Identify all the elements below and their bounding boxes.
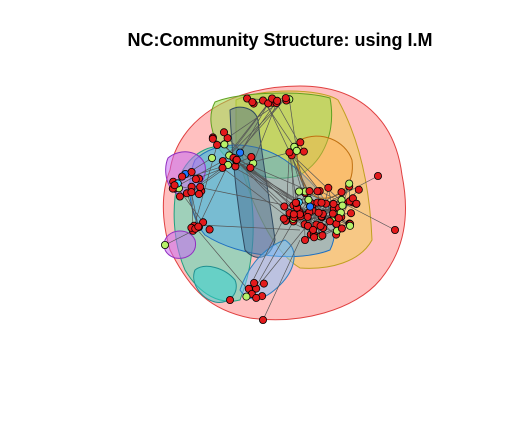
network-edge (235, 160, 297, 204)
network-vertex (310, 233, 319, 242)
network-vertex (225, 295, 234, 304)
network-vertices (160, 94, 399, 324)
network-vertex (246, 163, 255, 172)
network-vertex (337, 224, 346, 233)
network-vertex (178, 172, 187, 181)
plot-title: NC:Community Structure: using I.M (127, 30, 433, 50)
network-vertex (318, 231, 327, 240)
network-vertex (170, 181, 179, 190)
network-vertex (334, 214, 343, 223)
network-vertex (242, 292, 251, 301)
network-edge (296, 202, 337, 235)
network-vertex (317, 198, 326, 207)
network-vertex (329, 199, 338, 208)
network-vertex (281, 94, 290, 103)
network-vertex (219, 128, 228, 137)
network-vertex (338, 201, 347, 210)
network-edge (193, 225, 253, 295)
network-vertex (328, 209, 337, 218)
community-hull-orange (296, 135, 353, 199)
network-vertex (345, 221, 354, 230)
network-vertex (279, 214, 288, 223)
network-vertex (194, 222, 203, 231)
network-vertex (304, 195, 313, 204)
network-vertex (247, 152, 256, 161)
network-edge (233, 97, 287, 159)
network-vertex (258, 315, 267, 324)
network-vertex (291, 198, 300, 207)
network-edge (199, 224, 301, 231)
network-vertex (346, 209, 355, 218)
network-vertex (175, 192, 184, 201)
network-vertex (324, 183, 333, 192)
network-vertex (345, 179, 354, 188)
network-vertex (295, 187, 304, 196)
network-vertex (337, 188, 346, 197)
network-edge (262, 100, 295, 147)
network-edge (289, 152, 320, 192)
network-edge (262, 239, 301, 321)
network-vertex (194, 190, 203, 199)
network-vertex (213, 140, 222, 149)
network-vertex (220, 140, 229, 149)
network-vertex (208, 134, 217, 143)
network-vertex (187, 188, 196, 197)
network-edge (239, 164, 319, 213)
network-vertex (309, 225, 318, 234)
network-vertex (223, 134, 232, 143)
network-edge (222, 167, 294, 222)
network-vertex (325, 217, 334, 226)
network-vertex (280, 202, 289, 211)
network-vertex (390, 225, 399, 234)
network-vertex (303, 221, 312, 230)
network-vertex (207, 153, 216, 162)
community-hull-violet (163, 230, 197, 259)
network-vertex (373, 171, 382, 180)
network-vertex (306, 202, 315, 211)
network-edge (248, 218, 285, 289)
network-vertex (248, 98, 257, 107)
network-edge (319, 190, 396, 231)
network-edge (239, 100, 278, 153)
network-vertex (232, 155, 241, 164)
network-vertex (289, 210, 298, 219)
network-vertex (314, 208, 323, 217)
network-vertex (300, 235, 309, 244)
network-vertex (313, 187, 322, 196)
network-vertex (160, 240, 169, 249)
network-edge (222, 98, 273, 162)
network-vertex (191, 175, 200, 184)
network-edge (191, 192, 199, 227)
network-vertex (299, 147, 308, 156)
network-edge (164, 230, 194, 246)
network-vertex (354, 185, 363, 194)
community-hull-cyan (193, 265, 237, 303)
network-vertex (292, 146, 301, 155)
network-vertex (352, 199, 361, 208)
network-vertex (250, 278, 259, 287)
network-vertex (305, 187, 314, 196)
network-vertex (316, 221, 325, 230)
network-vertex (285, 148, 294, 157)
network-edge (251, 221, 294, 295)
network-vertex (252, 293, 261, 302)
network-vertex (187, 167, 196, 176)
network-edge (228, 97, 287, 156)
network-edge (288, 99, 298, 151)
network-edge (289, 152, 344, 204)
network-vertex (236, 148, 245, 157)
network-vertex (259, 279, 268, 288)
network-vertex (303, 212, 312, 221)
network-vertex (196, 182, 205, 191)
network-vertex (205, 225, 214, 234)
network-vertex (273, 96, 282, 105)
network-vertex (296, 138, 305, 147)
network-edge (197, 164, 229, 227)
network-vertex (218, 163, 227, 172)
